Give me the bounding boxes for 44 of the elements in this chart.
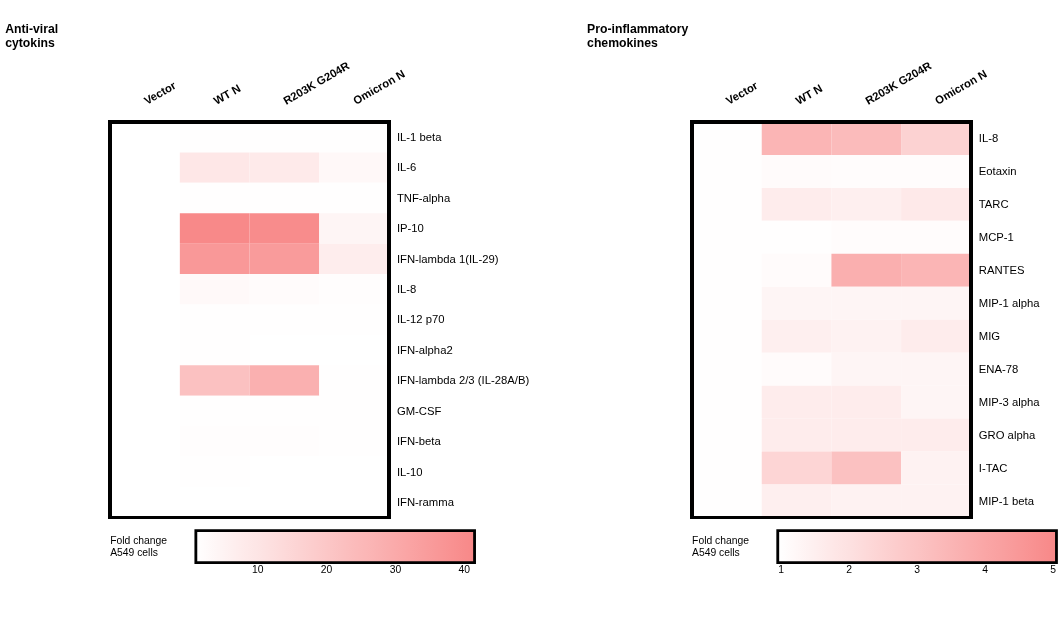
y-tick-label: GRO alpha	[978, 428, 1036, 441]
y-tick-label: ENA-78	[978, 362, 1019, 375]
y-tick-label: IFN-lambda 1(IL-29)	[396, 252, 499, 265]
text: cytokins	[5, 36, 55, 51]
color-bar-label: 1	[778, 564, 785, 575]
y-tick-label: MIG	[978, 329, 1001, 342]
y-tick-label: IL-8	[396, 283, 417, 296]
y-tick-label: IL-12 p70	[396, 313, 445, 326]
y-tick-label: GM-CSF	[396, 404, 442, 417]
y-tick-label: IL-1 beta	[396, 130, 443, 143]
y-tick-label: IL-8	[978, 132, 999, 145]
y-tick-label: RANTES	[978, 264, 1025, 277]
y-tick-label: Eotaxin	[978, 165, 1017, 178]
y-tick-label: MCP-1	[978, 231, 1014, 244]
color-bar-label: 5	[1050, 564, 1057, 575]
text: Pro-inflammatory	[587, 21, 689, 36]
color-bar-label: 30	[389, 564, 402, 575]
color-bar-label: 3	[914, 564, 921, 575]
y-tick-label: TNF-alpha	[396, 191, 451, 204]
y-tick-label: MIP-1 alpha	[978, 297, 1041, 309]
text: Anti-viral	[5, 21, 59, 36]
color-bar-label: 10	[252, 564, 264, 575]
y-tick-label: IFN-alpha2	[396, 343, 453, 356]
color-bar-label: 4	[982, 564, 989, 575]
y-tick-label: IP-10	[396, 222, 424, 235]
x-tick-label: WT N	[211, 81, 243, 107]
y-tick-label: MIP-1 beta	[978, 494, 1035, 507]
color-bar-label: 40	[458, 564, 471, 575]
y-tick-label: I-TAC	[978, 461, 1008, 474]
y-tick-label: MIP-3 alpha	[978, 395, 1041, 408]
text: A549 cells	[110, 547, 158, 559]
y-tick-label: IL-6	[396, 161, 417, 174]
y-tick-label: IL-10	[396, 465, 423, 478]
color-bar-label: 20	[320, 564, 333, 575]
y-tick-label: IFN-beta	[396, 435, 442, 448]
y-tick-label: IFN-ramma	[396, 496, 455, 509]
text: Fold change	[692, 534, 750, 546]
x-tick-label: WT N	[793, 81, 825, 107]
y-tick-label: IFN-lambda 2/3 (IL-28A/B)	[396, 374, 530, 387]
color-bar-label: 2	[846, 564, 853, 575]
y-tick-label: TARC	[978, 198, 1009, 211]
text: A549 cells	[692, 547, 740, 559]
text: chemokines	[587, 36, 658, 51]
text: Fold change	[110, 534, 168, 546]
